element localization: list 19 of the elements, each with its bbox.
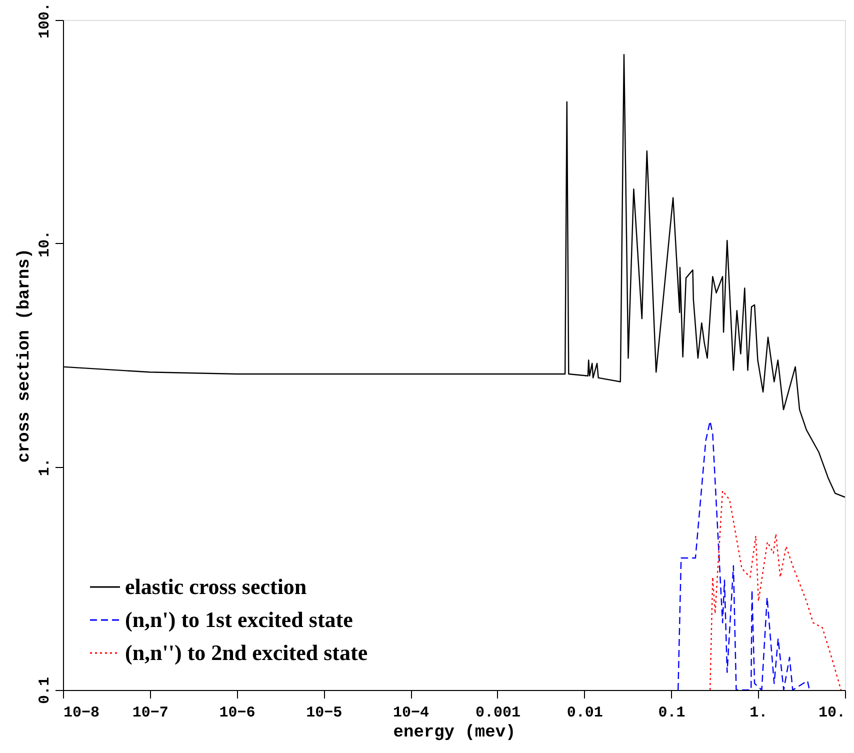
x-tick-label: 10−5: [306, 704, 342, 722]
y-tick-label: 1.: [36, 458, 54, 476]
x-tick-label: 10−7: [132, 704, 168, 722]
x-tick-label: 10−4: [393, 704, 430, 722]
legend-label: elastic cross section: [125, 574, 307, 599]
x-tick-label: 10−6: [219, 704, 256, 722]
x-tick-label: 0.01: [566, 704, 603, 722]
legend-label: (n,n') to 1st excited state: [125, 607, 354, 632]
x-tick-label: 10.: [818, 704, 846, 722]
y-tick-label: 100.: [36, 2, 54, 39]
y-tick-label: 10.: [36, 230, 54, 258]
x-axis-title: energy (mev): [393, 724, 516, 742]
x-tick-label: 0.1: [658, 704, 686, 722]
y-tick-label: 0.1: [36, 676, 54, 704]
x-tick-label: 0.001: [475, 704, 520, 722]
x-tick-label: 10−8: [64, 704, 100, 722]
y-axis-title: cross section (barns): [16, 248, 34, 463]
legend-label: (n,n'') to 2nd excited state: [125, 640, 368, 665]
x-tick-label: 1.: [750, 704, 768, 722]
